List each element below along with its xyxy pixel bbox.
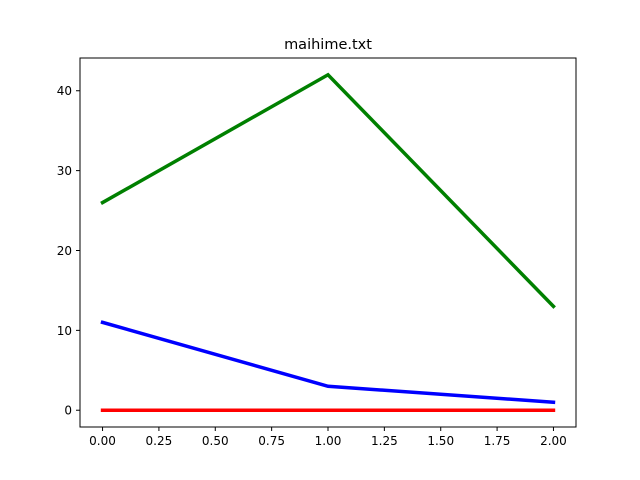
series-line-2	[100, 320, 556, 405]
x-tick-label: 1.50	[427, 434, 454, 448]
y-tick-label: 40	[57, 84, 72, 98]
x-tick-label: 0.00	[89, 434, 116, 448]
y-tick-label: 10	[57, 324, 72, 338]
y-tick-label: 0	[64, 404, 72, 418]
x-axis: 0.00 0.25 0.50 0.75 1.00 1.25 1.50 1.75 2.00	[89, 427, 567, 448]
x-tick-label: 0.25	[146, 434, 173, 448]
series-layer	[100, 72, 556, 412]
x-tick-label: 1.25	[371, 434, 398, 448]
y-tick-label: 20	[57, 244, 72, 258]
chart-title: maihime.txt	[284, 37, 372, 53]
x-tick-label: 0.75	[258, 434, 285, 448]
x-tick-label: 1.75	[484, 434, 511, 448]
x-tick-label: 0.50	[202, 434, 229, 448]
y-axis: 0 10 20 30 40	[57, 84, 80, 418]
y-tick-label: 30	[57, 164, 72, 178]
series-line-3	[100, 72, 556, 309]
x-tick-label: 2.00	[540, 434, 567, 448]
x-tick-label: 1.00	[315, 434, 342, 448]
plot-area-frame	[79, 57, 577, 428]
